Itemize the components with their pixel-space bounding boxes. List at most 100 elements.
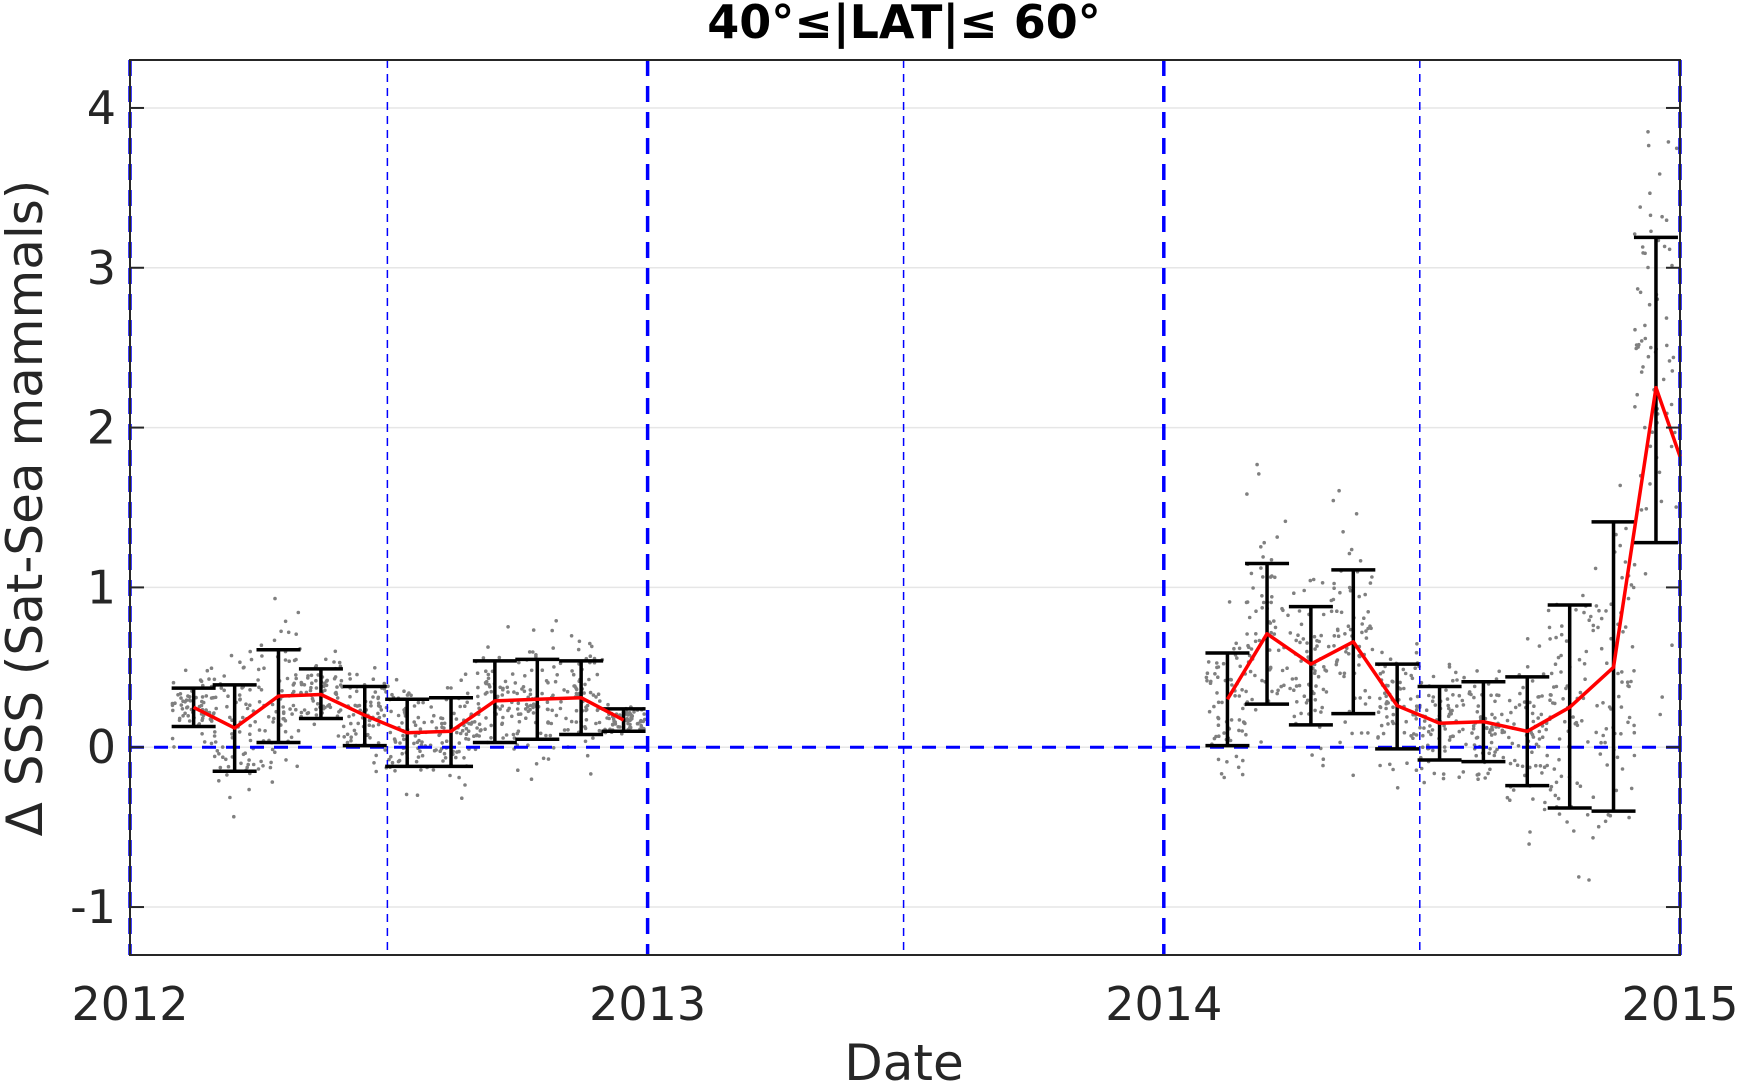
scatter-point bbox=[1495, 747, 1499, 752]
scatter-point bbox=[369, 704, 373, 708]
scatter-point bbox=[1260, 606, 1264, 610]
scatter-point bbox=[1646, 143, 1651, 148]
scatter-point bbox=[1578, 784, 1583, 788]
scatter-point bbox=[640, 726, 645, 730]
scatter-point bbox=[1207, 709, 1212, 714]
scatter-point bbox=[1299, 711, 1303, 716]
scatter-point bbox=[1332, 581, 1336, 586]
scatter-point bbox=[432, 748, 437, 753]
scatter-point bbox=[1578, 690, 1583, 695]
scatter-point bbox=[506, 625, 510, 629]
scatter-point bbox=[1391, 680, 1395, 684]
scatter-point bbox=[256, 678, 260, 682]
scatter-point bbox=[1216, 700, 1221, 705]
scatter-point bbox=[551, 646, 555, 650]
scatter-point bbox=[589, 772, 593, 776]
scatter-point bbox=[248, 732, 252, 736]
scatter-point bbox=[1349, 547, 1354, 552]
plot-frame bbox=[129, 59, 1681, 956]
scatter-point bbox=[1234, 641, 1238, 646]
scatter-point bbox=[314, 686, 319, 690]
scatter-point bbox=[1646, 130, 1650, 134]
scatter-point bbox=[1500, 730, 1504, 735]
scatter-point bbox=[1601, 701, 1605, 705]
scatter-point bbox=[1457, 729, 1462, 734]
scatter-point bbox=[1648, 444, 1653, 449]
scatter-point bbox=[1276, 688, 1280, 693]
scatter-point bbox=[1269, 600, 1273, 605]
scatter-point bbox=[594, 695, 598, 699]
scatter-point bbox=[283, 658, 288, 662]
scatter-point bbox=[1513, 758, 1517, 763]
scatter-point bbox=[1269, 630, 1273, 635]
scatter-point bbox=[204, 694, 209, 698]
scatter-point bbox=[289, 735, 294, 740]
scatter-point bbox=[1228, 738, 1233, 743]
scatter-point bbox=[1386, 683, 1390, 688]
scatter-point bbox=[1222, 775, 1226, 780]
scatter-point bbox=[402, 737, 406, 742]
scatter-point bbox=[1329, 609, 1334, 614]
scatter-point bbox=[574, 720, 579, 724]
scatter-point bbox=[1299, 622, 1304, 627]
scatter-point bbox=[1594, 604, 1599, 608]
scatter-point bbox=[576, 647, 581, 652]
scatter-point bbox=[420, 740, 424, 744]
scatter-point bbox=[1534, 742, 1539, 747]
scatter-point bbox=[1332, 634, 1337, 638]
scatter-point bbox=[1559, 653, 1563, 658]
scatter-point bbox=[1430, 699, 1435, 703]
scatter-point bbox=[1341, 530, 1345, 534]
scatter-point bbox=[1384, 694, 1388, 699]
scatter-point bbox=[1665, 343, 1669, 348]
scatter-point bbox=[373, 666, 377, 670]
scatter-point bbox=[1292, 591, 1296, 595]
scatter-point bbox=[1257, 638, 1262, 643]
scatter-point bbox=[382, 681, 387, 686]
scatter-point bbox=[1237, 718, 1242, 722]
scatter-point bbox=[1388, 762, 1392, 767]
scatter-point bbox=[345, 732, 350, 737]
scatter-point bbox=[1582, 610, 1586, 615]
scatter-point bbox=[465, 691, 470, 696]
scatter-point bbox=[1643, 336, 1648, 341]
scatter-point bbox=[516, 768, 520, 772]
scatter-point bbox=[1635, 287, 1640, 291]
scatter-point bbox=[283, 729, 288, 734]
scatter-point bbox=[1643, 425, 1647, 430]
scatter-point bbox=[1632, 723, 1636, 728]
scatter-point bbox=[527, 650, 532, 654]
scatter-point bbox=[345, 740, 350, 745]
scatter-point bbox=[501, 715, 505, 720]
scatter-point bbox=[1633, 405, 1637, 409]
scatter-point bbox=[1408, 697, 1413, 701]
scatter-point bbox=[1540, 735, 1545, 739]
scatter-point bbox=[1272, 619, 1276, 623]
scatter-point bbox=[1448, 709, 1453, 713]
scatter-point bbox=[1326, 644, 1331, 649]
scatter-point bbox=[497, 655, 502, 660]
scatter-point bbox=[540, 668, 545, 672]
y-tick-label: 2 bbox=[87, 401, 116, 455]
scatter-point bbox=[179, 703, 184, 707]
scatter-point bbox=[1390, 719, 1395, 724]
scatter-point bbox=[1260, 678, 1264, 683]
scatter-point bbox=[1648, 191, 1652, 195]
scatter-point bbox=[324, 683, 329, 688]
scatter-point bbox=[1632, 562, 1637, 567]
scatter-point bbox=[1623, 625, 1628, 629]
scatter-point bbox=[1241, 706, 1245, 711]
scatter-point bbox=[1457, 693, 1462, 698]
scatter-point bbox=[1455, 704, 1459, 708]
scatter-point bbox=[1561, 697, 1565, 701]
scatter-point bbox=[1366, 610, 1370, 614]
scatter-point bbox=[554, 619, 558, 623]
scatter-point bbox=[1595, 703, 1599, 708]
scatter-point bbox=[413, 734, 418, 738]
scatter-point bbox=[225, 704, 229, 709]
scatter-point bbox=[1216, 723, 1221, 727]
scatter-point bbox=[373, 690, 378, 694]
scatter-point bbox=[1565, 820, 1569, 824]
scatter-point bbox=[1250, 697, 1254, 702]
scatter-point bbox=[1385, 715, 1389, 719]
